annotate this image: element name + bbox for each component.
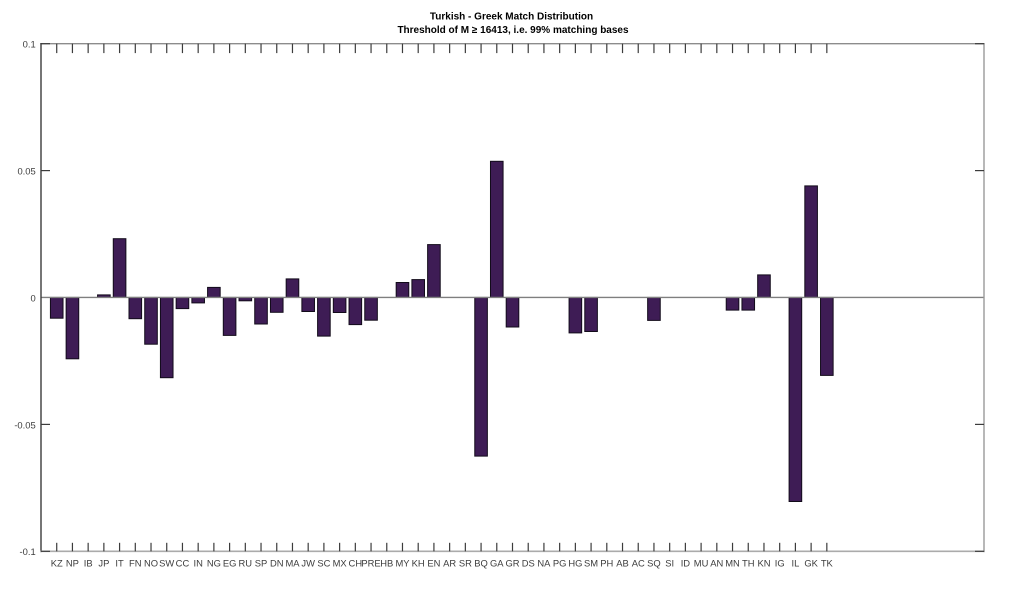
svg-text:SQ: SQ (647, 557, 661, 568)
svg-text:SW: SW (159, 557, 174, 568)
svg-text:HG: HG (568, 557, 582, 568)
svg-text:SI: SI (665, 557, 674, 568)
svg-text:DS: DS (522, 557, 535, 568)
svg-text:PRE: PRE (361, 557, 380, 568)
svg-text:-0.1: -0.1 (20, 546, 36, 557)
svg-text:NP: NP (66, 557, 79, 568)
svg-text:AR: AR (443, 557, 456, 568)
svg-text:0.05: 0.05 (17, 165, 35, 176)
svg-text:SP: SP (255, 557, 268, 568)
svg-text:IB: IB (84, 557, 93, 568)
svg-text:IL: IL (791, 557, 799, 568)
svg-text:RU: RU (239, 557, 253, 568)
svg-text:KN: KN (757, 557, 770, 568)
svg-text:-0.05: -0.05 (14, 419, 35, 430)
svg-text:MY: MY (395, 557, 410, 568)
svg-text:MN: MN (725, 557, 740, 568)
svg-text:EN: EN (427, 557, 440, 568)
svg-text:TK: TK (821, 557, 834, 568)
svg-text:Turkish - Greek Match Distribu: Turkish - Greek Match Distribution (430, 12, 593, 23)
svg-text:MX: MX (333, 557, 348, 568)
svg-text:GA: GA (490, 557, 504, 568)
svg-text:AC: AC (632, 557, 645, 568)
svg-text:NG: NG (207, 557, 221, 568)
svg-text:GR: GR (505, 557, 519, 568)
svg-text:GK: GK (804, 557, 818, 568)
svg-text:MA: MA (285, 557, 300, 568)
svg-text:MU: MU (694, 557, 709, 568)
svg-text:0: 0 (30, 292, 35, 303)
svg-text:AB: AB (616, 557, 629, 568)
svg-text:CH: CH (349, 557, 363, 568)
svg-text:KZ: KZ (51, 557, 63, 568)
svg-text:CC: CC (176, 557, 190, 568)
svg-text:FN: FN (129, 557, 142, 568)
svg-text:JP: JP (98, 557, 109, 568)
svg-text:KH: KH (412, 557, 425, 568)
svg-text:JW: JW (301, 557, 315, 568)
svg-text:EG: EG (223, 557, 237, 568)
svg-text:HB: HB (380, 557, 393, 568)
svg-text:BQ: BQ (474, 557, 488, 568)
svg-text:0.1: 0.1 (23, 39, 36, 50)
svg-text:NO: NO (144, 557, 158, 568)
svg-text:ID: ID (681, 557, 691, 568)
svg-text:SR: SR (459, 557, 472, 568)
svg-text:PG: PG (553, 557, 567, 568)
svg-text:IG: IG (775, 557, 785, 568)
svg-text:TH: TH (742, 557, 755, 568)
svg-text:SC: SC (317, 557, 330, 568)
svg-text:SM: SM (584, 557, 598, 568)
svg-text:Threshold of M ≥ 16413, i.e. 9: Threshold of M ≥ 16413, i.e. 99% matchin… (397, 25, 629, 36)
svg-text:IN: IN (193, 557, 202, 568)
svg-text:DN: DN (270, 557, 284, 568)
svg-text:PH: PH (600, 557, 613, 568)
svg-text:AN: AN (710, 557, 723, 568)
svg-text:IT: IT (115, 557, 124, 568)
svg-text:NA: NA (537, 557, 551, 568)
